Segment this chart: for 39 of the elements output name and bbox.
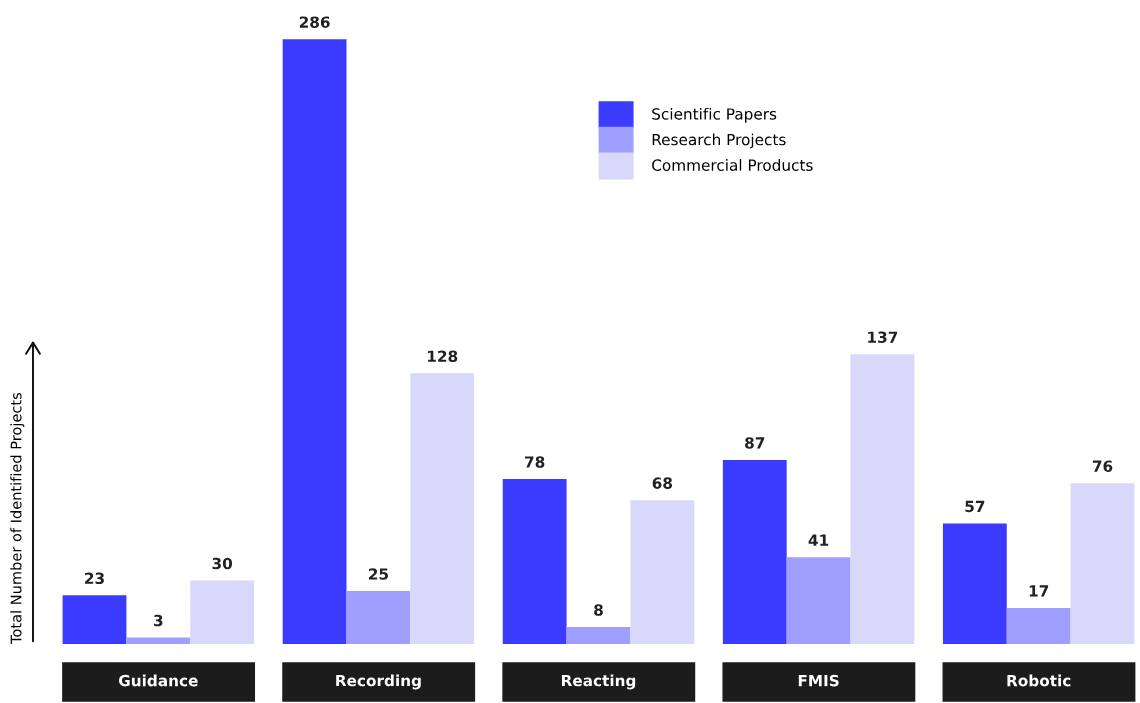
data-label: 78 bbox=[525, 456, 545, 468]
data-label: 3 bbox=[154, 614, 163, 627]
bar bbox=[722, 460, 787, 644]
legend-label: Research Projects bbox=[652, 133, 786, 149]
data-label: 57 bbox=[965, 500, 985, 513]
bar bbox=[502, 479, 567, 644]
bar bbox=[942, 523, 1007, 644]
data-label: 128 bbox=[428, 350, 458, 363]
bar bbox=[850, 354, 915, 644]
bar bbox=[282, 39, 347, 644]
legend-label: Commercial Products bbox=[652, 159, 813, 171]
bar bbox=[566, 627, 631, 644]
bar bbox=[410, 373, 475, 644]
data-label: 17 bbox=[1029, 585, 1049, 597]
data-label: 137 bbox=[868, 331, 898, 343]
x-tick-label: Recording bbox=[336, 674, 421, 690]
data-label: 30 bbox=[212, 557, 233, 570]
bar bbox=[1006, 608, 1071, 644]
y-axis-title: Total Number of Identified Projects bbox=[10, 392, 25, 644]
bar bbox=[346, 591, 411, 644]
data-label: 25 bbox=[368, 568, 388, 580]
bar bbox=[1070, 483, 1135, 644]
x-tick-label: FMIS bbox=[798, 674, 839, 687]
x-tick-label: Robotic bbox=[1007, 674, 1071, 687]
bar bbox=[786, 557, 851, 644]
data-label: 286 bbox=[299, 16, 330, 28]
bar bbox=[62, 595, 127, 644]
data-label: 8 bbox=[594, 604, 603, 616]
bar bbox=[630, 500, 695, 644]
data-label: 23 bbox=[85, 572, 104, 585]
bar bbox=[126, 637, 191, 644]
bar bbox=[190, 580, 255, 644]
data-label: 68 bbox=[652, 477, 673, 489]
legend-label: Scientific Papers bbox=[652, 107, 777, 123]
x-tick-label: Reacting bbox=[561, 674, 636, 690]
data-label: 87 bbox=[745, 437, 765, 449]
data-label: 76 bbox=[1092, 460, 1113, 472]
data-label: 41 bbox=[808, 534, 829, 546]
x-tick-label: Guidance bbox=[118, 674, 198, 687]
